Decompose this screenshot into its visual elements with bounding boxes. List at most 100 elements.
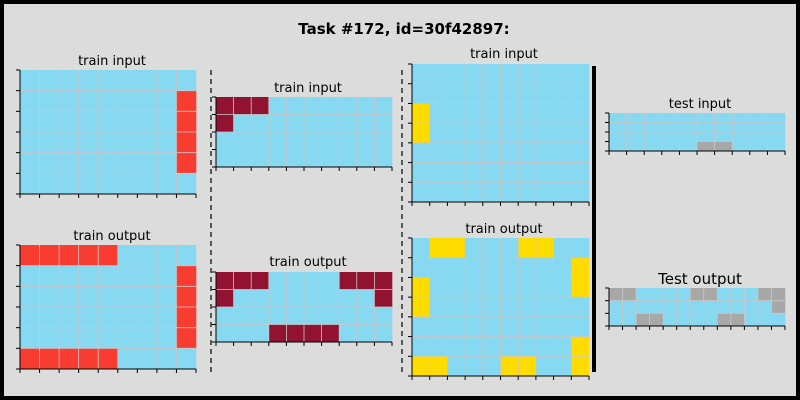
grid-cell [730, 288, 745, 301]
page-title: Task #172, id=30f42897: [298, 20, 510, 38]
grid-cell [465, 336, 484, 357]
grid-cell [78, 111, 99, 133]
grid-cell [571, 64, 590, 85]
grid-cell [465, 297, 484, 318]
grid-cell [571, 316, 590, 337]
grid-cell [356, 114, 375, 133]
grid-cell [482, 64, 501, 85]
grid-cell [412, 238, 430, 259]
grid-cell [644, 122, 663, 133]
grid-cell [717, 313, 732, 327]
grid-cell [690, 313, 705, 327]
grid-cell [771, 288, 786, 301]
grid-cell [176, 90, 197, 112]
grid-cell [374, 272, 393, 290]
grid-cell [412, 277, 430, 298]
grid-cell [117, 90, 138, 112]
grid-cell [767, 132, 786, 142]
grid-cell [553, 316, 572, 337]
grid-cell [732, 132, 751, 142]
grid-cell [661, 113, 680, 123]
grid-cell [412, 336, 430, 357]
grid-cell [176, 327, 197, 349]
grid-cell [356, 272, 375, 290]
grid-cell [39, 152, 60, 174]
grid-cell [137, 286, 158, 308]
grid-cell [663, 300, 677, 314]
grid-cell [518, 123, 537, 144]
grid-cell [156, 307, 177, 328]
grid-cell [268, 149, 287, 168]
grid-cell [233, 132, 252, 150]
grid-cell [176, 132, 197, 153]
grid-cell [374, 97, 393, 115]
grid-cell [268, 97, 287, 115]
grid-cell [356, 307, 375, 325]
grid-cell [233, 289, 252, 308]
grid-cell [482, 142, 501, 163]
grid-cell [412, 83, 430, 104]
grid-cell [39, 245, 60, 266]
grid-cell [59, 90, 79, 112]
grid-cell [767, 141, 786, 152]
grid-cell [571, 123, 590, 144]
grid-cell [286, 324, 305, 343]
grid-cell [465, 182, 484, 203]
grid-cell [482, 162, 501, 183]
grid-cell [571, 182, 590, 203]
grid-cell [429, 83, 448, 104]
grid-cell [59, 152, 79, 174]
grid-cell [661, 132, 680, 142]
grid-cell [429, 238, 448, 259]
grid-cell [744, 288, 759, 301]
grid-cell [465, 238, 484, 259]
grid-cell [117, 286, 138, 308]
grid-cell [39, 348, 60, 370]
grid-cell [717, 288, 732, 301]
grid-cell [117, 265, 138, 287]
grid-cell [176, 152, 197, 174]
grid-cell [535, 257, 554, 278]
grid-cell [447, 162, 466, 183]
grid-cell [20, 111, 40, 133]
grid-cell [744, 313, 759, 327]
grid-cell [117, 327, 138, 349]
grid-cell [339, 324, 358, 343]
grid-cell [304, 97, 322, 115]
grid-cell [535, 316, 554, 337]
grid-cell [703, 313, 718, 327]
grid-cell [500, 297, 519, 318]
grid-cell [268, 324, 287, 343]
grid-cell [412, 316, 430, 337]
grid-cell [636, 300, 650, 314]
grid-cell [412, 257, 430, 278]
grid-cell [98, 152, 119, 174]
grid-cell [156, 152, 177, 174]
panel-title-test-input: test input [668, 97, 732, 112]
grid-cell [482, 182, 501, 203]
grid-cell [676, 313, 691, 327]
grid-cell [482, 297, 501, 318]
grid-cell [98, 307, 119, 328]
grid-cell [39, 70, 60, 91]
grid-cell [553, 356, 572, 377]
grid-cell [339, 289, 358, 308]
grid-cell [412, 297, 430, 318]
grid-cell [447, 123, 466, 144]
grid-cell [535, 64, 554, 85]
grid-cell [339, 97, 358, 115]
grid-cell [216, 114, 234, 133]
grid-cell [571, 257, 590, 278]
grid-cell [465, 356, 484, 377]
grid-cell [553, 162, 572, 183]
grid-cell [321, 149, 340, 168]
grid-cell [339, 272, 358, 290]
grid-cell [78, 132, 99, 153]
grid-cell [117, 348, 138, 370]
grid-cell [321, 97, 340, 115]
grid-cell [304, 149, 322, 168]
grid-cell [482, 277, 501, 298]
grid-cell [626, 132, 645, 142]
grid-cell [679, 141, 698, 152]
grid-cell [374, 132, 393, 150]
